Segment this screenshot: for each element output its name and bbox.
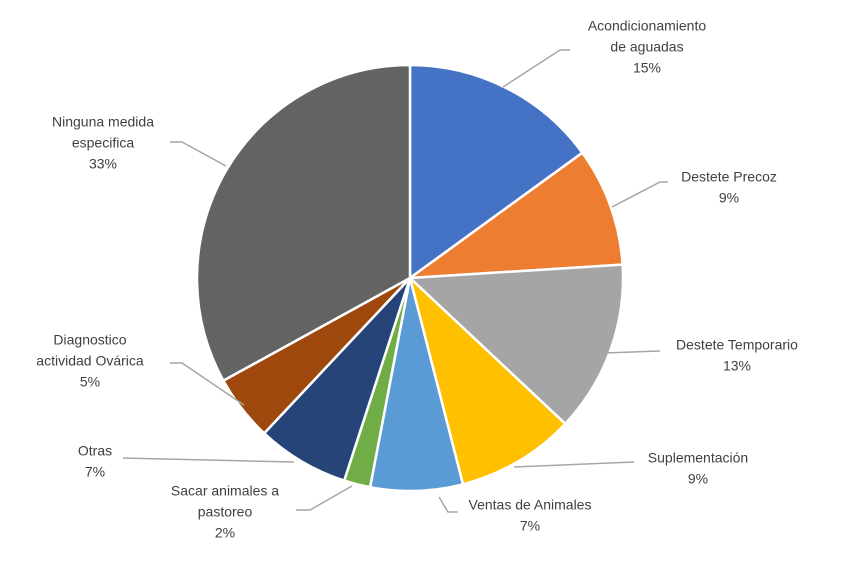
data-label-category: pastoreo <box>198 504 253 520</box>
data-label-percent: 9% <box>719 190 739 206</box>
leader-line <box>513 461 635 468</box>
leader-line <box>122 457 295 463</box>
data-label-category: Destete Precoz <box>681 169 777 185</box>
data-label-category: Destete Temporario <box>676 337 798 353</box>
pie-slice <box>408 263 625 426</box>
data-label-category: Acondicionamiento <box>588 18 707 34</box>
data-label-category: Suplementación <box>648 450 748 466</box>
pie-slice <box>408 63 584 280</box>
data-label-category: de aguadas <box>610 39 683 55</box>
data-label-category: actividad Ovárica <box>36 353 144 369</box>
data-label-percent: 7% <box>85 464 105 480</box>
data-label-percent: 5% <box>80 374 100 390</box>
data-label-percent: 2% <box>215 525 235 541</box>
data-label-category: Ninguna medida <box>52 114 154 130</box>
leader-line <box>296 485 353 511</box>
data-label-percent: 33% <box>89 156 117 172</box>
data-label-category: Diagnostico <box>53 332 126 348</box>
pie-slice <box>195 63 412 382</box>
pie-slice <box>408 151 624 280</box>
data-label-percent: 9% <box>688 471 708 487</box>
data-label-category: Ventas de Animales <box>469 497 592 513</box>
data-label-category: Sacar animales a <box>171 483 279 499</box>
data-label-percent: 13% <box>723 358 751 374</box>
leader-line <box>438 496 458 513</box>
leader-line <box>170 141 227 167</box>
leader-line <box>602 350 661 354</box>
pie-slice <box>408 276 567 486</box>
leader-line <box>170 362 245 406</box>
leader-line <box>502 49 570 88</box>
data-label-percent: 15% <box>633 60 661 76</box>
data-label-category: Otras <box>78 443 112 459</box>
data-label-percent: 7% <box>520 518 540 534</box>
leader-line <box>611 181 668 208</box>
data-label-category: especifica <box>72 135 134 151</box>
